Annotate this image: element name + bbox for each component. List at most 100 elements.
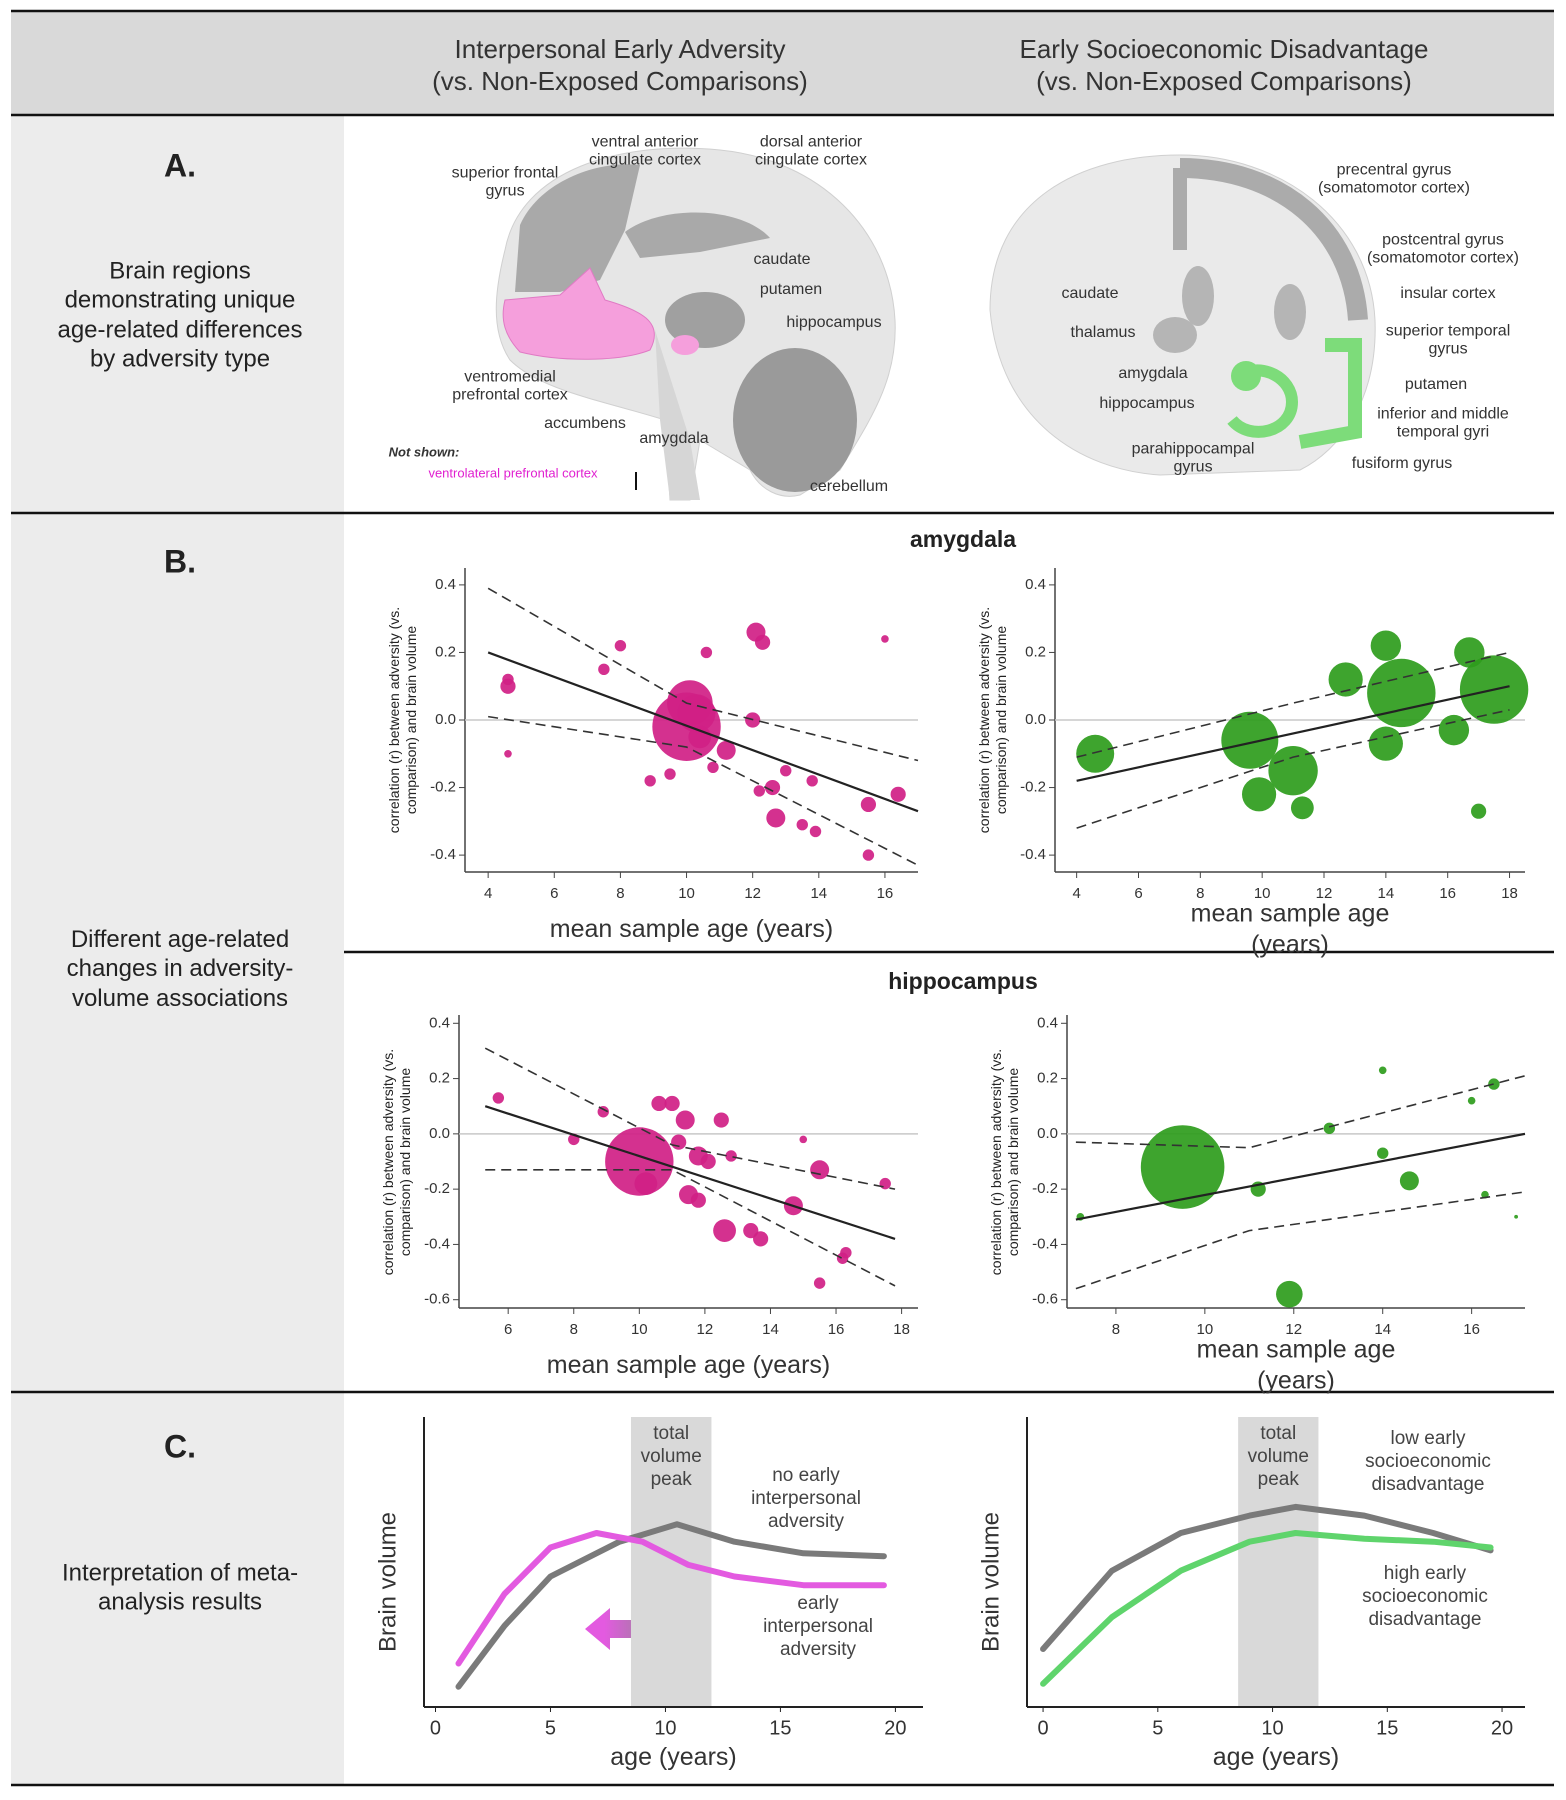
region-label: superior frontal gyrus (451, 164, 559, 200)
y-tick-label: 0.2 (1025, 643, 1046, 660)
curve-label: low early socioeconomic disadvantage (1365, 1427, 1491, 1495)
x-tick-label: 12 (744, 885, 761, 902)
x-tick-label: 20 (884, 1717, 906, 1739)
fit-line (487, 651, 919, 813)
study-point (1140, 1125, 1225, 1209)
study-point (713, 1112, 729, 1128)
y-tick-label: -0.4 (430, 846, 456, 863)
study-point (1268, 745, 1318, 796)
section-description: Different age-related changes in adversi… (66, 926, 294, 1012)
y-axis-label: Brain volume (374, 1511, 402, 1653)
y-tick-label: 0.4 (1037, 1014, 1058, 1031)
study-point (500, 678, 516, 694)
x-tick-label: 14 (810, 885, 827, 902)
y-tick-label: -0.4 (1032, 1235, 1058, 1252)
peak-band (630, 1417, 712, 1707)
study-point (716, 740, 736, 760)
y-tick-label: 0.0 (435, 711, 456, 728)
x-tick-label: 20 (1491, 1717, 1513, 1739)
growth-curve (455, 1521, 887, 1690)
coronal-brain (989, 154, 1376, 476)
column-subtitle: (vs. Non-Exposed Comparisons) (1036, 66, 1412, 97)
y-tick-label: -0.2 (1020, 779, 1046, 796)
confidence-bound (484, 1047, 896, 1190)
growth-curve (455, 1530, 887, 1667)
study-point (1471, 803, 1487, 819)
x-tick-label: 10 (678, 885, 695, 902)
not-shown-region: ventrolateral prefrontal cortex (428, 465, 598, 481)
study-point (1290, 796, 1314, 820)
x-tick-label: 10 (1261, 1717, 1283, 1739)
x-tick-label: 14 (1374, 1321, 1391, 1338)
y-tick-label: -0.6 (1032, 1291, 1058, 1308)
study-point (725, 1150, 737, 1162)
study-point (1467, 1096, 1476, 1105)
x-tick-label: 4 (484, 885, 492, 902)
region-label: caudate (753, 250, 811, 268)
peak-band-label: total volume peak (640, 1422, 702, 1490)
section-letter: C. (164, 1428, 196, 1465)
x-tick-label: 16 (877, 885, 894, 902)
region-label: dorsal anterior cingulate cortex (754, 133, 868, 169)
x-tick-label: 5 (545, 1717, 556, 1739)
panel-title: amygdala (909, 525, 1017, 552)
region-label: caudate (1061, 284, 1119, 302)
region-label: fusiform gyrus (1351, 454, 1453, 472)
y-tick-label: -0.4 (424, 1235, 450, 1252)
x-tick-label: 4 (1072, 885, 1080, 902)
x-tick-label: 0 (1038, 1717, 1049, 1739)
section-description: Brain regions demonstrating unique age-r… (57, 257, 303, 373)
x-axis-label: age (years) (1212, 1742, 1340, 1771)
x-tick-label: 12 (1285, 1321, 1302, 1338)
region-label: amygdala (639, 429, 709, 447)
study-point (1367, 658, 1436, 728)
y-tick-label: 0.0 (429, 1125, 450, 1142)
x-tick-label: 15 (1376, 1717, 1398, 1739)
study-point (651, 1095, 667, 1112)
confidence-bound (488, 715, 919, 866)
x-tick-label: 12 (1316, 885, 1333, 902)
study-point (862, 849, 875, 861)
study-point (1488, 1078, 1500, 1090)
x-tick-label: 16 (828, 1321, 845, 1338)
study-point (688, 725, 712, 749)
region-label: inferior and middle temporal gyri (1377, 405, 1509, 441)
study-point (634, 1172, 658, 1196)
region-label: ventromedial prefrontal cortex (452, 368, 568, 404)
region-label: amygdala (1118, 364, 1188, 382)
x-tick-label: 10 (654, 1717, 676, 1739)
x-axis-label: age (years) (610, 1742, 737, 1771)
x-tick-label: 18 (893, 1321, 910, 1338)
x-tick-label: 16 (1439, 885, 1456, 902)
study-point (707, 761, 719, 773)
study-point (597, 1106, 609, 1118)
column-title: Early Socioeconomic Disadvantage (1019, 34, 1429, 65)
region-label: putamen (1404, 375, 1468, 393)
y-tick-label: -0.4 (1020, 846, 1046, 863)
region-label: putamen (759, 280, 823, 298)
confidence-bound (485, 1168, 896, 1287)
x-tick-label: 10 (1197, 1321, 1214, 1338)
x-tick-label: 0 (430, 1717, 441, 1739)
x-tick-label: 15 (769, 1717, 791, 1739)
x-tick-label: 12 (697, 1321, 714, 1338)
growth-curve (1040, 1530, 1494, 1687)
y-axis-label: correlation (r) between adversity (vs. c… (976, 606, 1009, 834)
y-axis-label: correlation (r) between adversity (vs. c… (386, 606, 419, 834)
x-tick-label: 8 (616, 885, 624, 902)
region-label: superior temporal gyrus (1385, 322, 1511, 358)
study-point (700, 1153, 716, 1170)
growth-curve (1040, 1503, 1494, 1652)
x-tick-label: 6 (504, 1321, 512, 1338)
region-label: thalamus (1070, 323, 1136, 341)
study-point (713, 1219, 736, 1243)
y-axis-label: correlation (r) between adversity (vs. c… (988, 1048, 1021, 1275)
x-tick-label: 8 (1196, 885, 1204, 902)
y-tick-label: 0.4 (1025, 576, 1046, 593)
study-point (1399, 1171, 1419, 1191)
study-point (664, 768, 676, 780)
x-axis-label: mean sample age (years) (1190, 899, 1390, 959)
study-point (700, 646, 713, 659)
curve-label: early interpersonal adversity (763, 1592, 873, 1660)
